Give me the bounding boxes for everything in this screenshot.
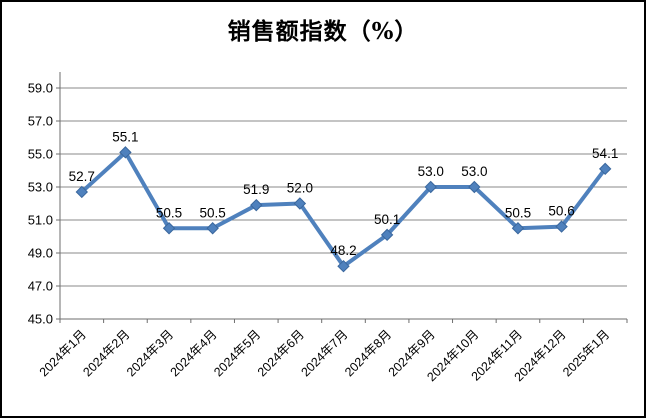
y-tick-label: 59.0 xyxy=(28,81,53,96)
y-tick-label: 53.0 xyxy=(28,180,53,195)
data-point-marker xyxy=(468,180,481,194)
data-point-marker xyxy=(162,222,176,235)
data-point-marker xyxy=(555,220,568,233)
data-point-marker xyxy=(380,228,394,242)
y-tick-label: 51.0 xyxy=(28,213,53,228)
data-label: 52.7 xyxy=(69,169,95,184)
data-point-marker xyxy=(337,259,350,273)
data-point-marker xyxy=(206,222,219,235)
data-point-marker xyxy=(293,197,307,210)
data-point-marker xyxy=(119,146,132,159)
data-label: 53.0 xyxy=(418,164,444,179)
data-label: 50.6 xyxy=(548,204,574,219)
data-label: 50.5 xyxy=(505,205,531,220)
data-label: 48.2 xyxy=(330,243,356,258)
data-point-marker xyxy=(424,180,437,194)
data-point-marker xyxy=(75,185,89,199)
y-tick-label: 57.0 xyxy=(28,114,53,129)
data-label: 52.0 xyxy=(287,181,313,196)
y-tick-label: 55.0 xyxy=(28,147,53,162)
data-label: 53.0 xyxy=(461,164,487,179)
data-point-marker xyxy=(598,162,612,176)
data-label: 50.1 xyxy=(374,212,400,227)
y-tick-label: 45.0 xyxy=(28,312,53,327)
data-label: 55.1 xyxy=(112,129,138,144)
data-point-marker xyxy=(250,198,263,212)
chart-title: 销售额指数（%） xyxy=(227,18,419,45)
y-tick-label: 47.0 xyxy=(28,279,53,294)
data-label: 50.5 xyxy=(200,205,226,220)
data-label: 54.1 xyxy=(592,146,618,161)
data-label: 51.9 xyxy=(243,182,269,197)
x-tick-label: 2025年1月 xyxy=(560,327,612,379)
data-label: 50.5 xyxy=(156,205,182,220)
data-point-marker xyxy=(511,222,525,235)
y-tick-label: 49.0 xyxy=(28,246,53,261)
